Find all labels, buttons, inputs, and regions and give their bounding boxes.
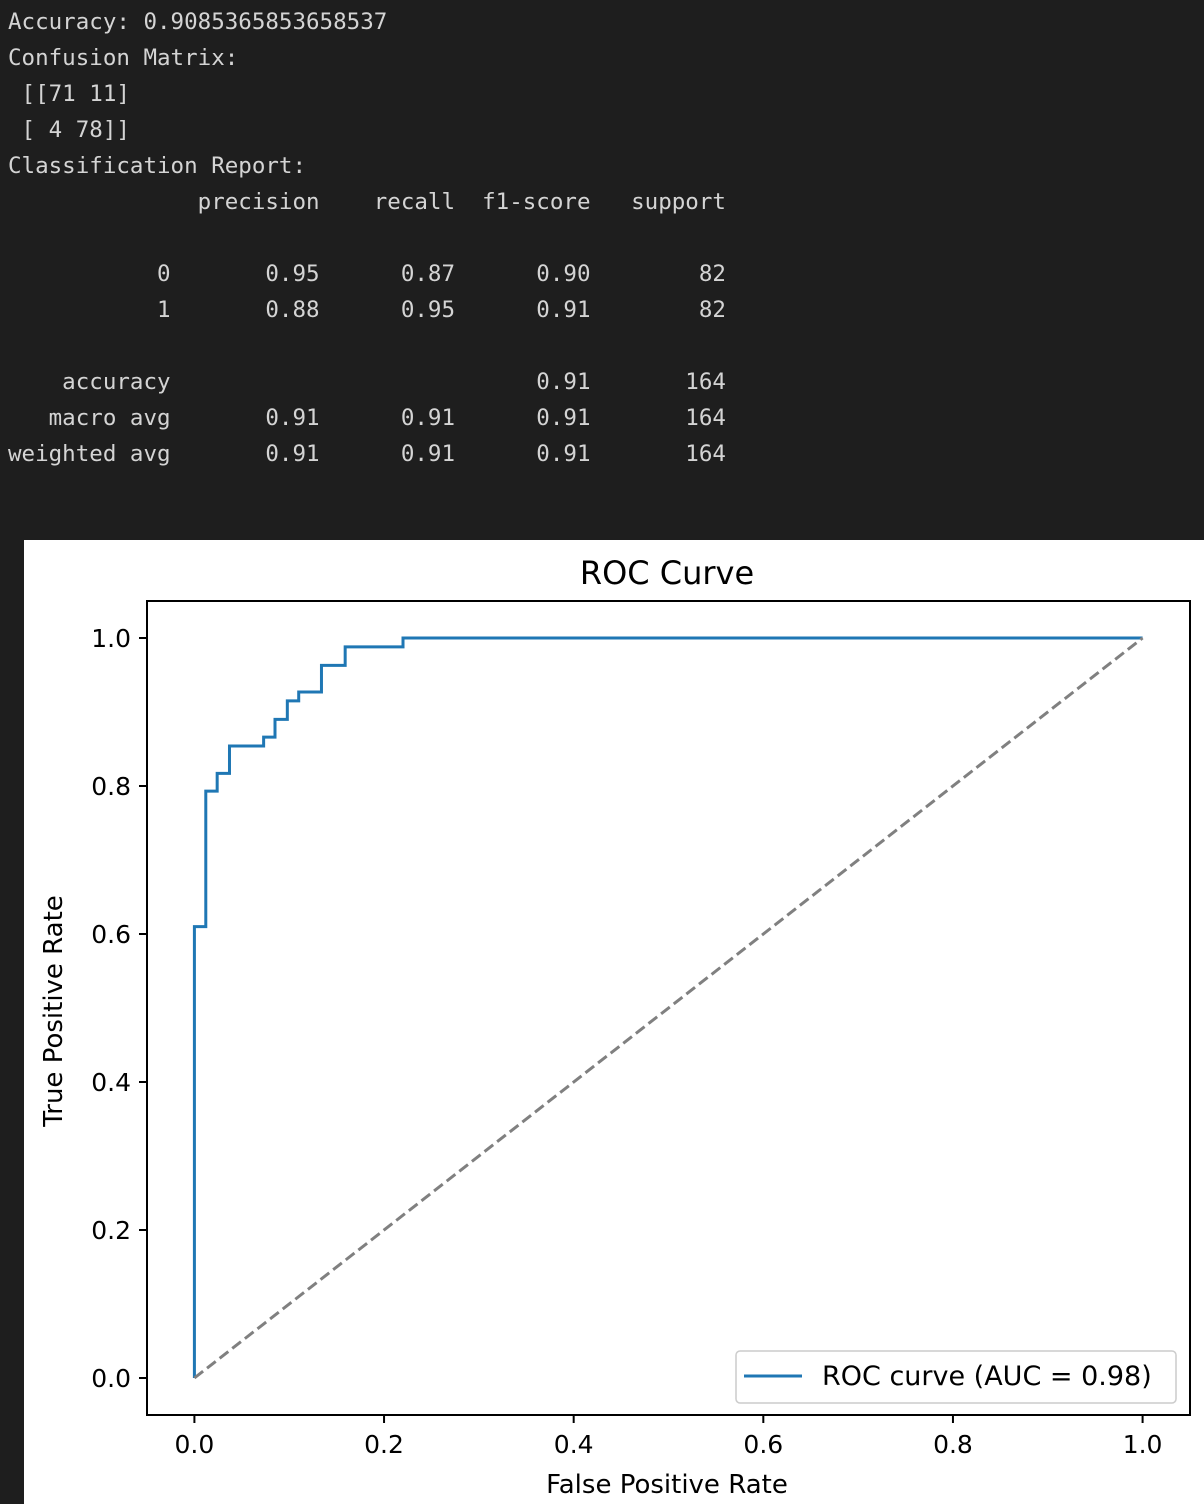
console-text: Accuracy: 0.9085365853658537 Confusion M…	[8, 4, 726, 472]
y-axis-label: True Positive Rate	[39, 895, 69, 1128]
roc-curve-line	[192, 636, 1143, 1378]
x-tick-label: 0.8	[933, 1430, 973, 1459]
y-tick-label: 0.4	[91, 1068, 131, 1097]
confusion-matrix-label: Confusion Matrix:	[8, 45, 239, 71]
x-tick-label: 0.4	[554, 1430, 594, 1459]
y-tick-label: 1.0	[91, 624, 131, 653]
report-row: 0 0.95 0.87 0.90 82	[8, 261, 726, 287]
legend-box	[735, 1350, 1177, 1404]
legend: ROC curve (AUC = 0.98)	[735, 1350, 1177, 1404]
x-tick-label: 0.0	[175, 1430, 215, 1459]
x-axis-label: False Positive Rate	[546, 1470, 788, 1500]
legend-label: ROC curve (AUC = 0.98)	[822, 1361, 1152, 1392]
report-header: precision recall f1-score support	[8, 189, 726, 215]
roc-figure: ROC Curve 0.0 0.2 0.4 0.6 0.8 1.0 0.0 0.2 0.4 0.6…	[24, 540, 1204, 1504]
classification-report-label: Classification Report:	[8, 153, 307, 179]
plot-area	[192, 636, 1144, 1380]
y-tick-label: 0.8	[91, 772, 131, 801]
plot-frame	[146, 600, 1191, 1416]
x-tick-label: 1.0	[1123, 1430, 1163, 1459]
console-output: Accuracy: 0.9085365853658537 Confusion M…	[0, 0, 1204, 540]
y-tick-label: 0.0	[91, 1364, 131, 1393]
x-tick-label: 0.6	[743, 1430, 783, 1459]
y-tick-label: 0.6	[91, 920, 131, 949]
chart-title: ROC Curve	[580, 554, 754, 592]
x-tick-label: 0.2	[364, 1430, 404, 1459]
roc-chart: ROC Curve 0.0 0.2 0.4 0.6 0.8 1.0 0.0 0.2 0.4 0.6…	[39, 554, 1191, 1500]
report-row: macro avg 0.91 0.91 0.91 164	[8, 405, 726, 431]
confusion-matrix-row: [[71 11]	[8, 81, 130, 107]
report-row: 1 0.88 0.95 0.91 82	[8, 297, 726, 323]
axes: 0.0 0.2 0.4 0.6 0.8 1.0 0.0 0.2 0.4 0.6 0.8 1.0	[91, 600, 1191, 1459]
confusion-matrix-row: [ 4 78]]	[8, 117, 130, 143]
report-row: accuracy 0.91 164	[8, 369, 726, 395]
diagonal-reference-line	[193, 636, 1144, 1380]
report-row: weighted avg 0.91 0.91 0.91 164	[8, 441, 726, 467]
accuracy-line: Accuracy: 0.9085365853658537	[8, 9, 388, 35]
y-tick-label: 0.2	[91, 1216, 131, 1245]
